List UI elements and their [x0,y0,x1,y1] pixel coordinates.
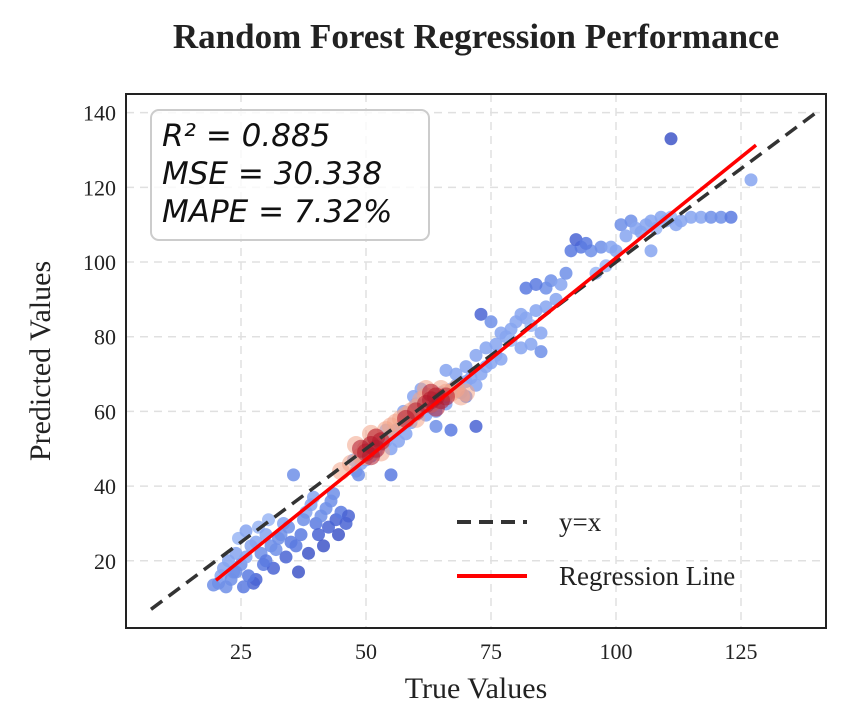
plot-frame [125,93,827,629]
data-point [439,363,453,377]
data-point [714,210,728,224]
data-point [469,419,483,433]
data-point [444,423,458,437]
y-tick-label: 120 [83,175,116,200]
data-point [644,214,658,228]
identity-line [149,111,818,611]
data-point [494,352,508,366]
data-point [514,341,528,355]
data-point [614,218,628,232]
data-point [529,304,543,318]
y-tick-label: 80 [94,325,116,350]
y-tick-label: 140 [83,101,116,126]
data-point [484,315,498,329]
series-lines [149,111,818,611]
data-point [674,214,688,228]
data-point [534,326,548,340]
y-axis-ticks: 20 40 60 80 100 120 140 [83,101,116,574]
data-point [684,210,698,224]
data-point [539,281,553,295]
data-point [237,580,250,594]
y-tick-label: 100 [83,250,116,275]
data-point [479,341,493,355]
stats-box-frame [150,109,430,241]
stats-mse: MSE = 30.338 [162,156,382,192]
data-point [594,240,608,254]
data-point [384,468,398,482]
data-point [297,513,310,527]
data-point [272,531,285,545]
data-point [332,528,345,542]
data-point [287,468,300,482]
chart-title: Random Forest Regression Performance [173,17,779,56]
data-point [259,554,273,568]
density-point [457,383,475,402]
density-core-point [367,428,385,447]
data-point [519,281,533,295]
x-tick-label: 100 [600,639,633,664]
stats-box: R² = 0.885 MSE = 30.338 MAPE = 7.32% [150,109,430,241]
data-point [317,539,330,553]
y-axis-label: Predicted Values [24,261,57,461]
legend-label-yx: y=x [559,507,602,537]
data-point [619,229,633,243]
data-point [279,550,293,564]
data-point [469,348,483,362]
regression-line [214,143,758,582]
data-point [489,337,503,351]
data-point [474,307,488,321]
data-point [559,266,573,280]
data-point [242,569,255,583]
x-tick-label: 125 [725,639,758,664]
x-axis-ticks: 25 50 75 100 125 [230,639,758,664]
data-point [494,326,508,340]
data-point [342,509,355,523]
legend: y=x Regression Line [457,507,735,591]
y-tick-label: 20 [94,549,116,574]
data-point [704,210,718,224]
x-tick-label: 25 [230,639,252,664]
data-point [269,543,283,557]
data-point [644,244,658,258]
data-point [289,539,303,553]
data-point [524,337,538,351]
data-point [534,345,548,359]
stats-r2: R² = 0.885 [162,118,330,154]
stats-mape: MAPE = 7.32% [162,194,392,230]
y-tick-label: 60 [94,399,116,424]
x-tick-label: 75 [480,639,502,664]
data-point [294,528,308,542]
data-point [564,244,578,258]
data-point [694,210,708,224]
data-point [579,236,593,250]
x-tick-label: 50 [355,639,377,664]
data-point [554,277,568,291]
x-axis-label: True Values [405,672,548,705]
data-point [724,210,738,224]
data-point [292,565,305,579]
legend-label-regression: Regression Line [559,561,735,591]
data-point [429,419,443,433]
data-point [529,277,543,291]
data-point [302,546,315,560]
data-point [352,468,365,482]
data-point [569,233,583,247]
density-core-point [427,398,445,417]
data-point [312,528,325,542]
data-point [744,173,758,187]
y-tick-label: 40 [94,474,116,499]
data-point [664,132,678,146]
